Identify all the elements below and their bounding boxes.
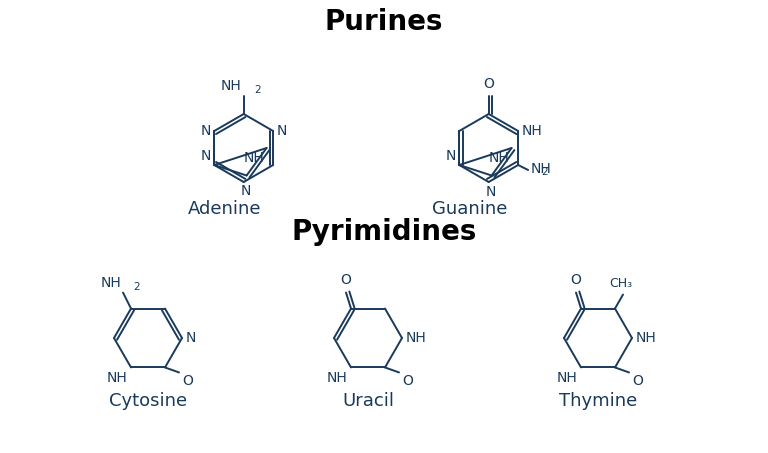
- Text: Guanine: Guanine: [432, 200, 508, 218]
- Text: Uracil: Uracil: [342, 392, 394, 410]
- Text: NH: NH: [101, 275, 121, 289]
- Text: NH: NH: [636, 331, 657, 345]
- Text: Adenine: Adenine: [188, 200, 262, 218]
- Text: N: N: [186, 331, 197, 345]
- Text: Purines: Purines: [325, 8, 443, 36]
- Text: Cytosine: Cytosine: [109, 392, 187, 410]
- Text: Pyrimidines: Pyrimidines: [291, 218, 477, 246]
- Text: O: O: [632, 375, 643, 388]
- Text: N: N: [446, 149, 456, 163]
- Text: N: N: [276, 124, 286, 138]
- Text: N: N: [201, 149, 211, 163]
- Text: 2: 2: [255, 85, 261, 95]
- Text: O: O: [182, 375, 193, 388]
- Text: N: N: [240, 184, 251, 198]
- Text: NH: NH: [326, 371, 347, 386]
- Text: NH: NH: [106, 371, 127, 386]
- Text: O: O: [571, 273, 581, 287]
- Text: NH: NH: [488, 151, 510, 165]
- Text: O: O: [402, 375, 413, 388]
- Text: NH: NH: [243, 151, 264, 165]
- Text: 2: 2: [133, 282, 140, 292]
- Text: O: O: [340, 273, 352, 287]
- Text: O: O: [483, 77, 494, 91]
- Text: N: N: [485, 185, 496, 199]
- Text: NH: NH: [521, 124, 542, 138]
- Text: 2: 2: [541, 167, 548, 177]
- Text: CH₃: CH₃: [610, 276, 633, 289]
- Text: N: N: [201, 124, 211, 138]
- Text: NH: NH: [406, 331, 427, 345]
- Text: NH: NH: [530, 162, 551, 176]
- Text: NH: NH: [556, 371, 577, 386]
- Text: Thymine: Thymine: [559, 392, 637, 410]
- Text: NH: NH: [221, 79, 242, 93]
